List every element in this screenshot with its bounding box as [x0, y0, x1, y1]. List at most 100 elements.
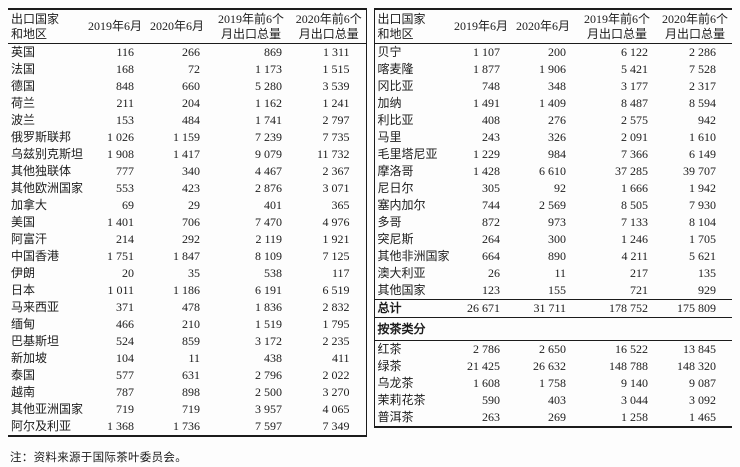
table-row: 荷兰 211 204 1 162 1 241 [8, 95, 366, 112]
value-cell: 264 [482, 232, 500, 246]
value-cell: 890 [548, 249, 566, 263]
value-cell: 929 [698, 283, 716, 297]
table-header: 出口国家 和地区 2019年6月 2020年6月 2019年前6个 月出口总量 … [8, 9, 366, 44]
table-row: 缅甸 466 210 1 519 1 795 [8, 316, 366, 333]
source-note: 注：资料来源于国际茶叶委员会。 [10, 452, 187, 464]
value-cell: 484 [182, 113, 200, 127]
value-cell: 6 610 [539, 164, 566, 178]
table-row: 阿尔及利亚 1 368 1 736 7 597 7 349 [8, 418, 366, 436]
col-header-h1-2019: 2019年前6个 月出口总量 [210, 9, 292, 44]
country-cell: 喀麦隆 [377, 62, 414, 76]
table-row: 摩洛哥 1 428 6 610 37 285 39 707 [374, 163, 732, 180]
value-cell: 872 [482, 215, 500, 229]
value-cell: 276 [548, 113, 566, 127]
value-cell: 2 832 [322, 300, 350, 314]
total-label: 总计 [374, 299, 452, 318]
tea-type-cell: 普洱茶 [377, 410, 414, 424]
value-cell: 1 401 [107, 215, 134, 229]
value-cell: 577 [116, 368, 134, 382]
value-cell: 898 [182, 385, 200, 399]
value-cell: 2 786 [473, 342, 500, 356]
value-cell: 4 467 [255, 164, 282, 178]
country-cell: 新加坡 [11, 351, 48, 365]
value-cell: 2 022 [322, 368, 350, 382]
tea-type-body: 红茶 2 786 2 650 16 522 13 845 绿茶 21 425 2… [374, 341, 732, 428]
value-cell: 1 751 [107, 249, 134, 263]
value-cell: 20 [122, 266, 134, 280]
value-cell: 7 470 [255, 215, 282, 229]
value-cell: 1 241 [322, 96, 350, 110]
country-cell: 其他亚洲国家 [11, 402, 84, 416]
table-header: 出口国家 和地区 2019年6月 2020年6月 2019年前6个 月出口总量 … [374, 9, 732, 44]
country-cell: 俄罗斯联邦 [11, 130, 72, 144]
table-row: 贝宁 1 107 200 6 122 2 286 [374, 44, 732, 62]
value-cell: 403 [548, 393, 566, 407]
value-cell: 1 908 [107, 147, 134, 161]
value-cell: 2 286 [689, 45, 716, 59]
value-cell: 175 809 [658, 299, 732, 318]
value-cell: 942 [698, 113, 716, 127]
table-row: 俄罗斯联邦 1 026 1 159 7 239 7 735 [8, 129, 366, 146]
table-row: 新加坡 104 11 438 411 [8, 350, 366, 367]
value-cell: 4 065 [322, 402, 350, 416]
value-cell: 2 650 [539, 342, 566, 356]
value-cell: 5 421 [621, 62, 648, 76]
value-cell: 72 [188, 62, 200, 76]
value-cell: 1 428 [473, 164, 500, 178]
value-cell: 300 [548, 232, 566, 246]
value-cell: 1 877 [473, 62, 500, 76]
value-cell: 155 [548, 283, 566, 297]
value-cell: 9 140 [621, 376, 648, 390]
value-cell: 984 [548, 147, 566, 161]
value-cell: 848 [116, 79, 134, 93]
value-cell: 1 491 [473, 96, 500, 110]
value-cell: 3 539 [322, 79, 350, 93]
col-header-h1-2020: 2020年前6个 月出口总量 [292, 9, 366, 44]
country-cell: 波兰 [11, 113, 36, 127]
value-cell: 1 311 [322, 45, 350, 59]
value-cell: 31 711 [510, 299, 576, 318]
col-header-jun-2019: 2019年6月 [86, 9, 144, 44]
country-cell: 伊朗 [11, 266, 36, 280]
value-cell: 7 366 [621, 147, 648, 161]
value-cell: 26 671 [452, 299, 510, 318]
table-row: 喀麦隆 1 877 1 906 5 421 7 528 [374, 61, 732, 78]
col-header-jun-2019: 2019年6月 [452, 9, 510, 44]
value-cell: 148 320 [677, 359, 716, 373]
value-cell: 973 [548, 215, 566, 229]
country-cell: 马里 [377, 130, 402, 144]
value-cell: 1 610 [689, 130, 716, 144]
table-row: 尼日尔 305 92 1 666 1 942 [374, 180, 732, 197]
value-cell: 438 [264, 351, 282, 365]
value-cell: 7 125 [322, 249, 350, 263]
table-row: 伊朗 20 35 538 117 [8, 265, 366, 282]
value-cell: 168 [116, 62, 134, 76]
value-cell: 1 173 [255, 62, 282, 76]
value-cell: 1 836 [255, 300, 282, 314]
table-row: 加拿大 69 29 401 365 [8, 197, 366, 214]
value-cell: 7 597 [255, 419, 282, 433]
value-cell: 3 092 [689, 393, 716, 407]
value-cell: 348 [548, 79, 566, 93]
value-cell: 706 [182, 215, 200, 229]
value-cell: 340 [182, 164, 200, 178]
value-cell: 869 [264, 45, 282, 59]
value-cell: 721 [630, 283, 648, 297]
value-cell: 153 [116, 113, 134, 127]
section-label: 按茶类分 [374, 317, 732, 341]
value-cell: 200 [548, 45, 566, 59]
value-cell: 11 [188, 351, 200, 365]
table-row: 德国 848 660 5 280 3 539 [8, 78, 366, 95]
country-cell: 加纳 [377, 96, 402, 110]
table-row: 波兰 153 484 1 741 2 797 [8, 112, 366, 129]
value-cell: 178 752 [576, 299, 658, 318]
table-row: 塞内加尔 744 2 569 8 505 7 930 [374, 197, 732, 214]
col-header-jun-2020: 2020年6月 [510, 9, 576, 44]
table-row: 中国香港 1 751 1 847 8 109 7 125 [8, 248, 366, 265]
value-cell: 1 847 [173, 249, 200, 263]
value-cell: 37 285 [615, 164, 648, 178]
country-cell: 法国 [11, 62, 36, 76]
value-cell: 7 239 [255, 130, 282, 144]
value-cell: 1 258 [621, 410, 648, 424]
country-cell: 英国 [11, 45, 36, 59]
